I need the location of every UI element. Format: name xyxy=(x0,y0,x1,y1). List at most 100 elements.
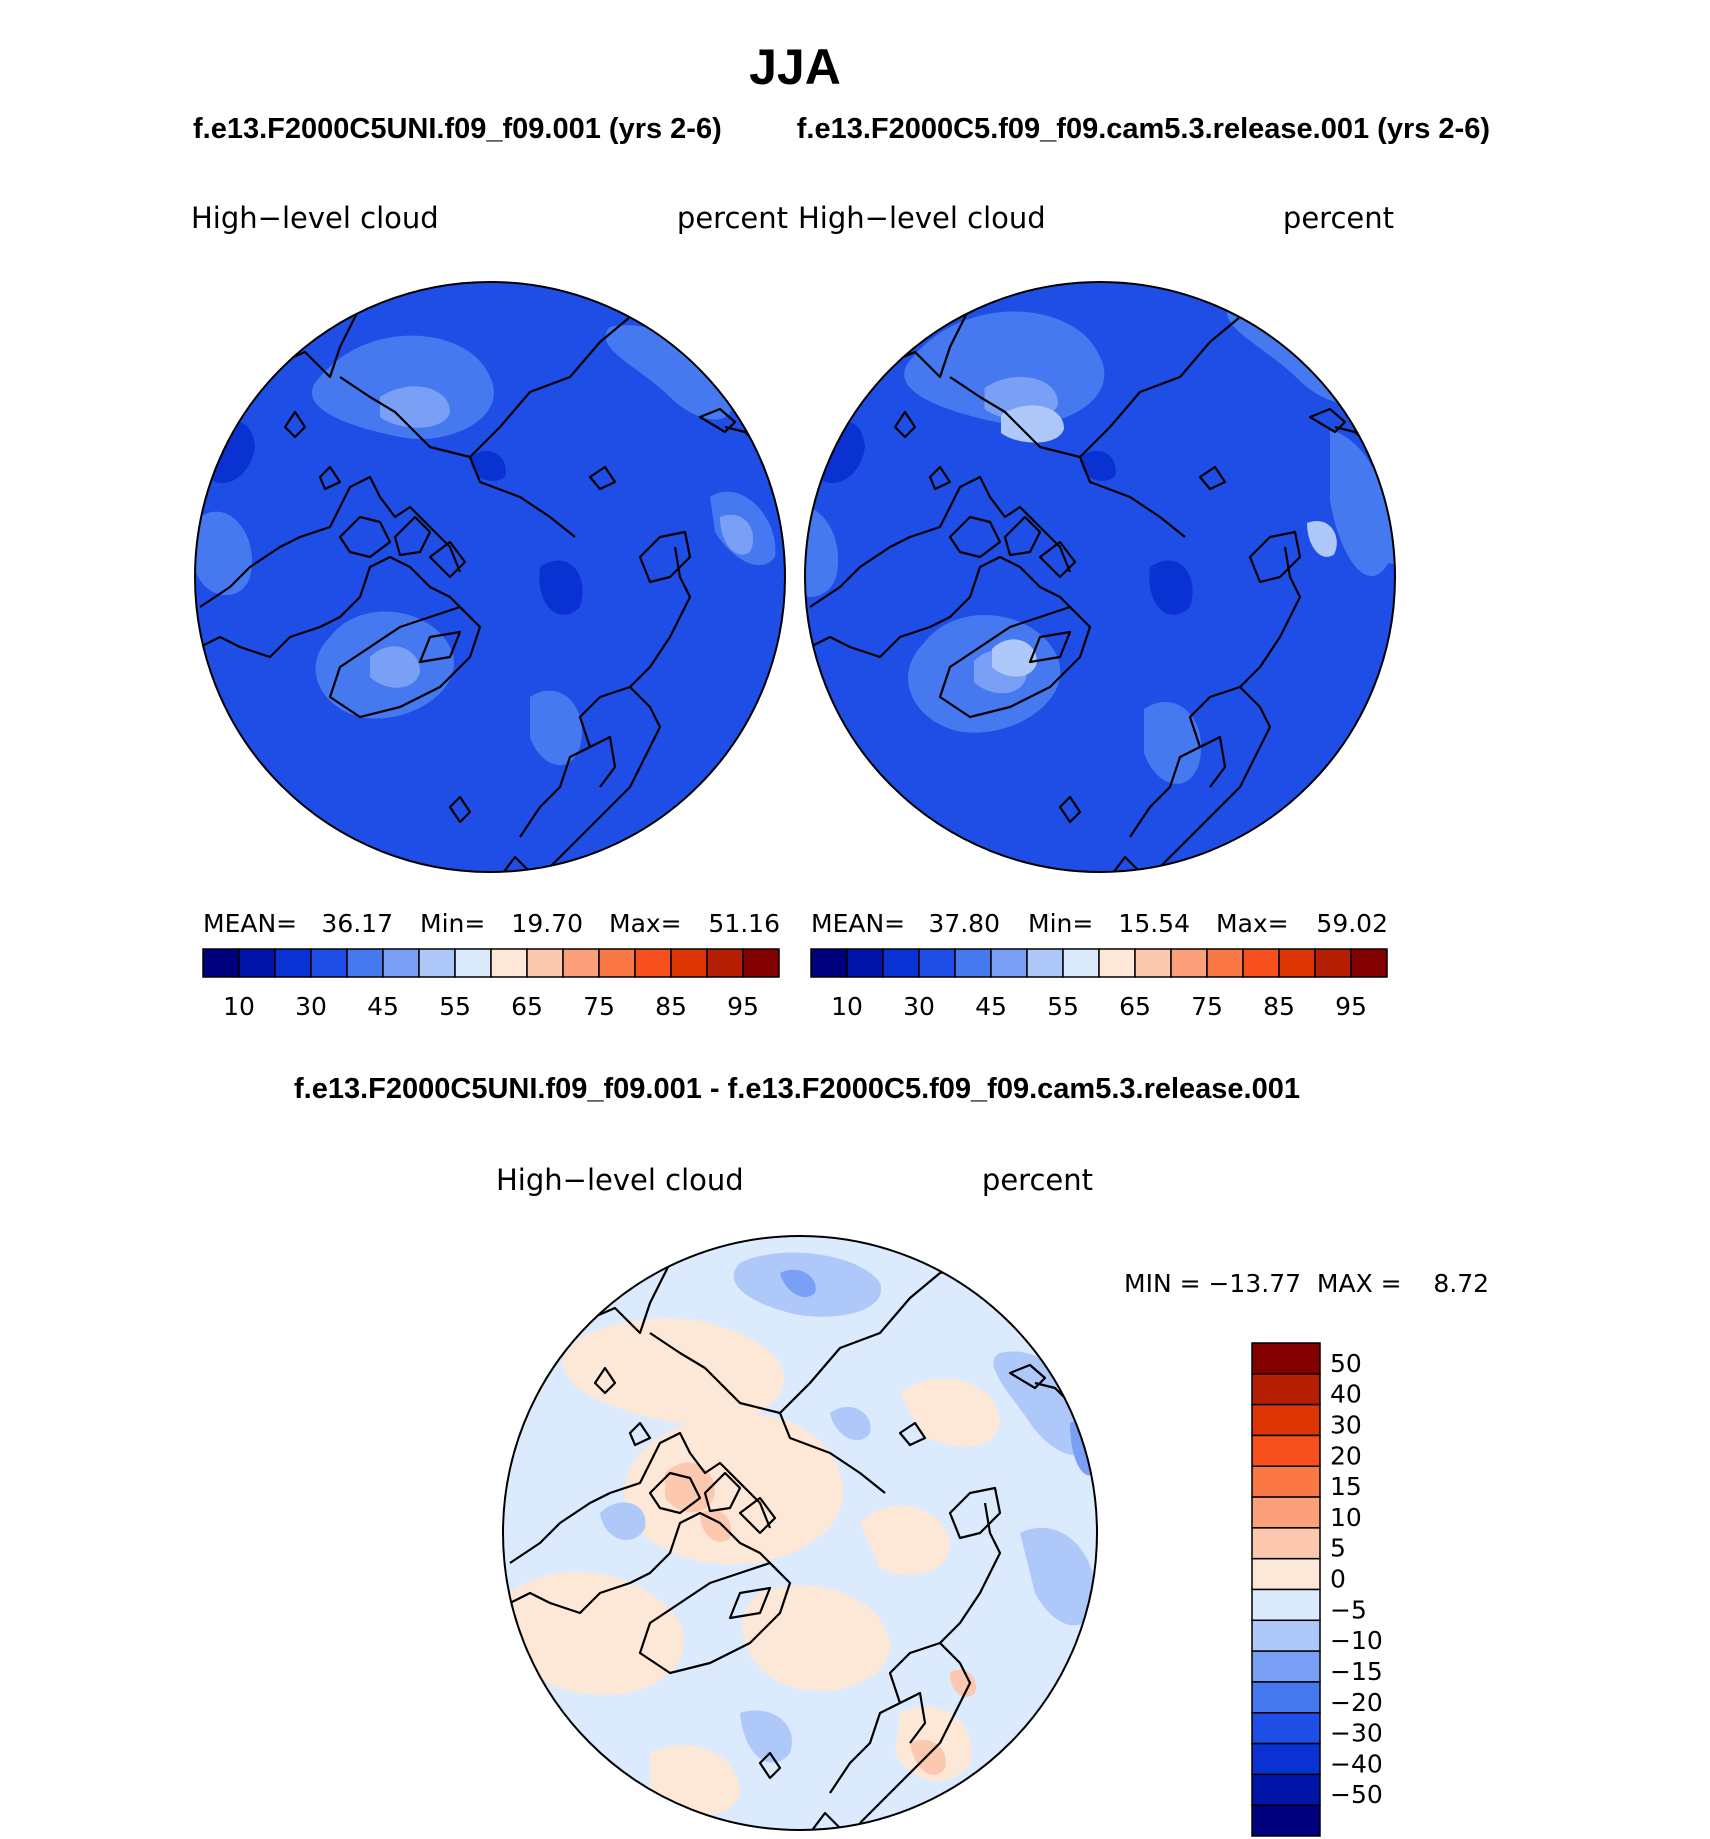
left-colorbar-swatch xyxy=(454,948,492,978)
right-colorbar-swatch xyxy=(810,948,848,978)
left-colorbar-label: 65 xyxy=(511,992,543,1021)
diff-colorbar-label: 30 xyxy=(1330,1410,1362,1439)
right-max-label: Max= xyxy=(1216,909,1289,938)
left-colorbar-swatch xyxy=(562,948,600,978)
diff-colorbar-label: 40 xyxy=(1330,1380,1362,1409)
diff-colorbar-swatch xyxy=(1251,1434,1321,1467)
diff-colorbar-label: −15 xyxy=(1330,1657,1383,1686)
right-variable-label: High−level cloud xyxy=(798,201,1046,235)
left-units-label: percent xyxy=(677,201,788,235)
right-colorbar-swatch xyxy=(1242,948,1280,978)
right-colorbar-swatch xyxy=(882,948,920,978)
right-colorbar-swatch xyxy=(846,948,884,978)
left-colorbar-swatch xyxy=(274,948,312,978)
right-min-label: Min= xyxy=(1028,909,1093,938)
difference-polar-map xyxy=(502,1235,1098,1831)
right-colorbar-label: 30 xyxy=(903,992,935,1021)
right-mean-label: MEAN= xyxy=(811,909,905,938)
diff-colorbar-swatch xyxy=(1251,1588,1321,1622)
right-colorbar-label: 45 xyxy=(975,992,1007,1021)
right-colorbar-label: 65 xyxy=(1119,992,1151,1021)
left-max-label: Max= xyxy=(609,909,682,938)
left-colorbar-swatch xyxy=(526,948,564,978)
left-colorbar-swatch xyxy=(598,948,636,978)
diff-colorbar-label: −50 xyxy=(1330,1780,1383,1809)
diff-colorbar-label: −5 xyxy=(1330,1595,1367,1624)
right-polar-map xyxy=(804,281,1396,873)
figure-title: JJA xyxy=(749,39,841,95)
right-colorbar: 10 30 45 55 65 75 85 95 xyxy=(810,948,1388,1021)
left-colorbar-label: 85 xyxy=(655,992,687,1021)
diff-colorbar-swatch xyxy=(1251,1496,1321,1529)
diff-colorbar-swatch xyxy=(1251,1373,1321,1406)
right-colorbar-swatch xyxy=(918,948,956,978)
left-colorbar: 10 30 45 55 65 75 85 95 xyxy=(202,948,780,1021)
left-min-label: Min= xyxy=(420,909,485,938)
left-colorbar-label: 75 xyxy=(583,992,615,1021)
diff-colorbar-label: 10 xyxy=(1330,1503,1362,1532)
left-colorbar-swatch xyxy=(238,948,276,978)
left-colorbar-label: 95 xyxy=(727,992,759,1021)
diff-colorbar-label: 50 xyxy=(1330,1349,1362,1378)
left-colorbar-swatch xyxy=(418,948,456,978)
diff-title: f.e13.F2000C5UNI.f09_f09.001 - f.e13.F20… xyxy=(294,1073,1300,1105)
diff-colorbar-swatch xyxy=(1251,1650,1321,1683)
left-colorbar-swatch xyxy=(310,948,348,978)
diff-colorbar-label: −20 xyxy=(1330,1688,1383,1717)
diff-colorbar-label: 15 xyxy=(1330,1472,1362,1501)
left-colorbar-swatch xyxy=(634,948,672,978)
right-colorbar-swatch xyxy=(954,948,992,978)
right-colorbar-swatch xyxy=(1350,948,1388,978)
left-case-title: f.e13.F2000C5UNI.f09_f09.001 (yrs 2-6) xyxy=(193,113,722,145)
right-colorbar-label: 10 xyxy=(831,992,863,1021)
left-mean-value: 36.17 xyxy=(321,909,393,938)
right-mean-value: 37.80 xyxy=(928,909,1000,938)
diff-colorbar-label: −30 xyxy=(1330,1719,1383,1748)
right-case-title: f.e13.F2000C5.f09_f09.cam5.3.release.001… xyxy=(797,113,1490,145)
right-colorbar-label: 85 xyxy=(1263,992,1295,1021)
left-colorbar-swatch xyxy=(382,948,420,978)
left-polar-map xyxy=(194,281,786,873)
diff-colorbar-swatch xyxy=(1251,1342,1321,1375)
right-units-label: percent xyxy=(1283,201,1394,235)
diff-colorbar-swatch xyxy=(1251,1773,1321,1806)
right-colorbar-swatch xyxy=(990,948,1028,978)
left-colorbar-swatch xyxy=(346,948,384,978)
diff-colorbar-swatch xyxy=(1251,1527,1321,1560)
diff-colorbar-swatch xyxy=(1251,1465,1321,1498)
diff-colorbar-swatch xyxy=(1251,1742,1321,1776)
left-colorbar-label: 10 xyxy=(223,992,255,1021)
left-colorbar-swatch xyxy=(202,948,240,978)
right-colorbar-swatch xyxy=(1206,948,1244,978)
diff-colorbar-swatch xyxy=(1251,1804,1321,1837)
left-colorbar-swatch xyxy=(490,948,528,978)
diff-units-label: percent xyxy=(982,1163,1093,1197)
right-colorbar-label: 75 xyxy=(1191,992,1223,1021)
diff-colorbar-label: 0 xyxy=(1330,1565,1346,1594)
diff-colorbar-swatch xyxy=(1251,1557,1321,1591)
right-min-value: 15.54 xyxy=(1118,909,1190,938)
left-max-value: 51.16 xyxy=(708,909,780,938)
diff-minmax: MIN = −13.77 MAX = 8.72 xyxy=(1124,1269,1489,1298)
diff-colorbar-label: 5 xyxy=(1330,1534,1346,1563)
diff-colorbar-swatch xyxy=(1251,1619,1321,1652)
right-colorbar-swatch xyxy=(1062,948,1100,978)
right-stats: MEAN= 37.80 Min= 15.54 Max= 59.02 xyxy=(811,909,1388,938)
right-colorbar-swatch xyxy=(1134,948,1172,978)
diff-colorbar-swatch xyxy=(1251,1712,1321,1745)
diff-colorbar-label: −10 xyxy=(1330,1626,1383,1655)
right-colorbar-swatch xyxy=(1170,948,1208,978)
left-colorbar-swatch xyxy=(742,948,780,978)
diff-colorbar-label: 20 xyxy=(1330,1441,1362,1470)
left-variable-label: High−level cloud xyxy=(191,201,439,235)
left-colorbar-swatch xyxy=(670,948,708,978)
right-colorbar-swatch xyxy=(1314,948,1352,978)
left-stats: MEAN= 36.17 Min= 19.70 Max= 51.16 xyxy=(203,909,780,938)
left-colorbar-swatch xyxy=(706,948,744,978)
right-colorbar-label: 55 xyxy=(1047,992,1079,1021)
right-colorbar-swatch xyxy=(1098,948,1136,978)
left-mean-label: MEAN= xyxy=(203,909,297,938)
right-colorbar-swatch xyxy=(1278,948,1316,978)
